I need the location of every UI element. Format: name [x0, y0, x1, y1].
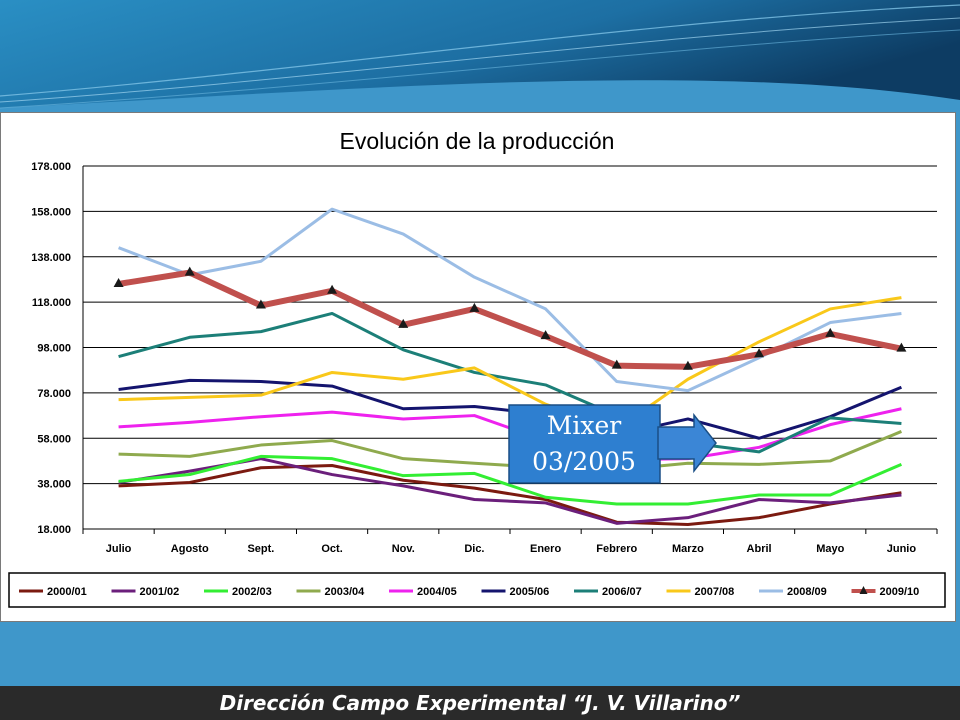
series-line — [118, 454, 903, 506]
legend-label: 2005/06 — [510, 586, 550, 598]
chart-panel: Evolución de la producción 178.000 158.00… — [0, 112, 956, 622]
y-tick-label: 58.000 — [37, 433, 71, 445]
data-point-marker — [896, 342, 907, 352]
data-point-marker — [682, 360, 693, 370]
series-line — [118, 463, 902, 526]
chart-title: Evolución de la producción — [340, 128, 615, 154]
legend: 2000/01 2001/02 2002/03 2003/04 2004/05 2005/… — [8, 572, 946, 608]
data-point-marker — [255, 299, 266, 309]
y-tick-label: 38.000 — [37, 479, 71, 491]
x-tick-label: Febrero — [596, 543, 637, 555]
data-point-marker — [327, 284, 338, 294]
data-point-marker — [113, 277, 124, 287]
x-tick-label: Sept. — [247, 543, 274, 555]
series-2009-10 — [113, 266, 907, 370]
y-tick-label: 178.000 — [31, 161, 71, 173]
y-tick-label: 78.000 — [37, 388, 71, 400]
x-tick-label: Mayo — [816, 543, 844, 555]
series-line — [118, 207, 902, 393]
series-line — [118, 311, 902, 454]
legend-label: 2009/10 — [880, 586, 920, 598]
data-point-marker — [469, 302, 480, 312]
legend-label: 2004/05 — [417, 586, 457, 598]
legend-label: 2002/03 — [232, 586, 272, 598]
legend-label: 2000/01 — [47, 586, 87, 598]
x-tick-label: Dic. — [464, 543, 484, 555]
legend-label: 2006/07 — [602, 586, 642, 598]
x-tick-label: Agosto — [171, 543, 209, 555]
x-tick-label: Abril — [747, 543, 772, 555]
x-tick-label: Oct. — [321, 543, 342, 555]
footer-text: Dirección Campo Experimental “J. V. Vill… — [219, 691, 741, 715]
x-tick-label: Enero — [530, 543, 561, 555]
y-tick-label: 118.000 — [32, 297, 71, 309]
x-tick-label: Julio — [106, 543, 132, 555]
series-line — [118, 296, 902, 431]
series-line — [118, 269, 903, 370]
series-lines — [113, 207, 907, 526]
series-2007-08 — [118, 296, 902, 431]
y-axis-tick-labels: 178.000 158.000 138.000 118.000 98.000 78.000… — [31, 161, 71, 536]
legend-label: 2008/09 — [787, 586, 827, 598]
x-tick-label: Nov. — [392, 543, 415, 555]
x-tick-label: Junio — [887, 543, 917, 555]
data-point-marker — [540, 330, 551, 340]
legend-box — [8, 572, 946, 608]
series-2000-01 — [118, 463, 902, 526]
series-2008-09 — [118, 207, 902, 393]
line-chart: Evolución de la producción 178.000 158.00… — [8, 128, 946, 608]
legend-label: 2001/02 — [140, 586, 180, 598]
series-line — [118, 407, 902, 462]
data-point-marker — [825, 327, 836, 337]
y-tick-label: 98.000 — [37, 343, 71, 355]
y-tick-label: 138.000 — [31, 252, 71, 264]
gridlines — [82, 165, 937, 530]
legend-label: 2007/08 — [695, 586, 735, 598]
x-tick-label: Marzo — [672, 543, 704, 555]
y-tick-label: 18.000 — [37, 524, 71, 536]
series-2006-07 — [118, 311, 902, 454]
footer-bar — [0, 686, 960, 720]
data-point-marker — [611, 359, 622, 369]
y-tick-label: 158.000 — [31, 206, 71, 218]
legend-marker — [859, 586, 868, 594]
legend-label: 2003/04 — [325, 586, 366, 598]
series-2002-03 — [118, 454, 903, 506]
series-2004-05 — [118, 407, 902, 462]
data-point-marker — [754, 348, 765, 358]
x-axis-tick-labels: Julio Agosto Sept. Oct. Nov. Dic. Enero Febrero… — [82, 529, 938, 555]
data-point-marker — [398, 318, 409, 328]
data-point-marker — [184, 266, 195, 276]
